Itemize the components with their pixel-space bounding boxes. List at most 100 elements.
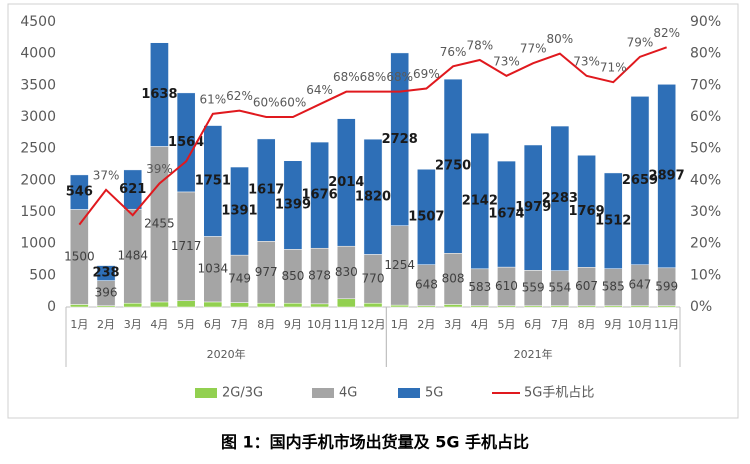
line-label: 69%	[413, 67, 440, 81]
line-label: 60%	[253, 96, 280, 110]
line-label: 68%	[333, 70, 360, 84]
line-label: 73%	[493, 54, 520, 68]
data-label: 1484	[117, 249, 148, 263]
data-label: 583	[468, 280, 491, 294]
line-label: 82%	[653, 26, 680, 40]
y-tick-label: 4500	[20, 14, 56, 30]
bar-segment	[203, 301, 223, 308]
legend-label: 4G	[339, 386, 357, 401]
bar-segment	[310, 141, 329, 249]
data-label: 559	[522, 281, 545, 295]
bar-segment	[577, 155, 596, 268]
data-label: 1254	[384, 258, 415, 272]
y2-tick-label: 40%	[690, 172, 721, 188]
bar-segment	[70, 174, 89, 210]
bar-segment	[390, 304, 410, 308]
line-label: 76%	[440, 45, 467, 59]
line-label: 68%	[386, 70, 413, 84]
bar-segment	[256, 302, 276, 308]
line-label: 64%	[306, 83, 333, 97]
data-label: 2897	[649, 169, 685, 184]
legend-label: 5G	[425, 386, 443, 401]
bar-segment	[417, 169, 436, 265]
data-label: 1676	[302, 188, 338, 203]
x-tick-label: 9月	[604, 318, 622, 331]
x-tick-label: 10月	[627, 318, 652, 331]
data-label: 1979	[515, 200, 551, 215]
y2-tick-label: 70%	[690, 77, 721, 93]
data-label: 546	[66, 185, 93, 200]
data-label: 1617	[248, 183, 284, 198]
legend-swatch	[398, 388, 420, 398]
bar-segment	[603, 172, 623, 269]
line-label: 78%	[466, 39, 493, 53]
data-label: 830	[335, 265, 358, 279]
data-label: 1512	[595, 213, 631, 228]
y-tick-label: 3000	[20, 109, 56, 125]
data-label: 396	[95, 286, 118, 300]
bar-segment	[523, 144, 543, 271]
line-label: 71%	[600, 61, 627, 75]
data-label: 1034	[198, 262, 229, 276]
bar-segment	[283, 160, 303, 250]
bar-segment	[203, 125, 223, 237]
x-tick-label: 10月	[307, 318, 332, 331]
bar-segment	[550, 125, 570, 271]
data-label: 2659	[622, 173, 658, 188]
data-label: 647	[629, 278, 652, 292]
data-label: 238	[92, 266, 119, 281]
bar-segment	[470, 132, 490, 270]
bar-segment	[283, 302, 303, 308]
data-label: 554	[548, 281, 571, 295]
data-label: 2750	[435, 159, 471, 174]
bar-segment	[230, 302, 249, 308]
line-label: 61%	[199, 92, 226, 106]
line-label: 73%	[573, 54, 600, 68]
y2-tick-label: 60%	[690, 109, 721, 125]
data-label: 1638	[141, 87, 177, 102]
y-tick-label: 3500	[20, 77, 56, 93]
y-tick-label: 500	[29, 267, 56, 283]
bar-segment	[363, 138, 383, 255]
bar-segment	[497, 160, 516, 268]
line-label: 37%	[93, 168, 120, 182]
y-tick-label: 4000	[20, 46, 56, 62]
bar-segment	[150, 42, 169, 147]
data-label: 1674	[488, 207, 524, 222]
data-label: 607	[575, 279, 598, 293]
y-tick-label: 1500	[20, 204, 56, 220]
data-label: 2728	[382, 132, 418, 147]
data-label: 585	[602, 280, 625, 294]
x-tick-label: 12月	[361, 318, 386, 331]
x-tick-label: 11月	[654, 318, 679, 331]
bar-segment	[96, 265, 116, 281]
line-label: 39%	[146, 162, 173, 176]
bar-segment	[310, 303, 329, 308]
bar-segment	[443, 78, 463, 254]
data-label: 610	[495, 279, 518, 293]
group-label: 2021年	[514, 347, 553, 361]
data-label: 2455	[144, 217, 175, 231]
bar-segment	[443, 304, 463, 308]
data-label: 1391	[221, 204, 257, 219]
share-line	[78, 46, 667, 226]
bar-segment	[230, 166, 249, 256]
y2-tick-label: 0%	[690, 299, 712, 315]
x-tick-label: 5月	[497, 318, 515, 331]
data-label: 878	[308, 269, 331, 283]
line-label: 77%	[520, 42, 547, 56]
bar-segment	[256, 138, 276, 242]
data-label: 977	[255, 265, 278, 279]
bar-segment	[123, 302, 143, 308]
x-tick-label: 6月	[204, 318, 222, 331]
x-tick-label: 11月	[334, 318, 359, 331]
x-tick-label: 8月	[578, 318, 596, 331]
data-label: 621	[119, 182, 146, 197]
data-label: 808	[442, 271, 465, 285]
data-label: 1507	[408, 209, 444, 224]
data-label: 2014	[328, 175, 364, 190]
data-label: 1751	[195, 173, 231, 188]
line-label: 68%	[360, 70, 387, 84]
line-label: 80%	[547, 32, 574, 46]
